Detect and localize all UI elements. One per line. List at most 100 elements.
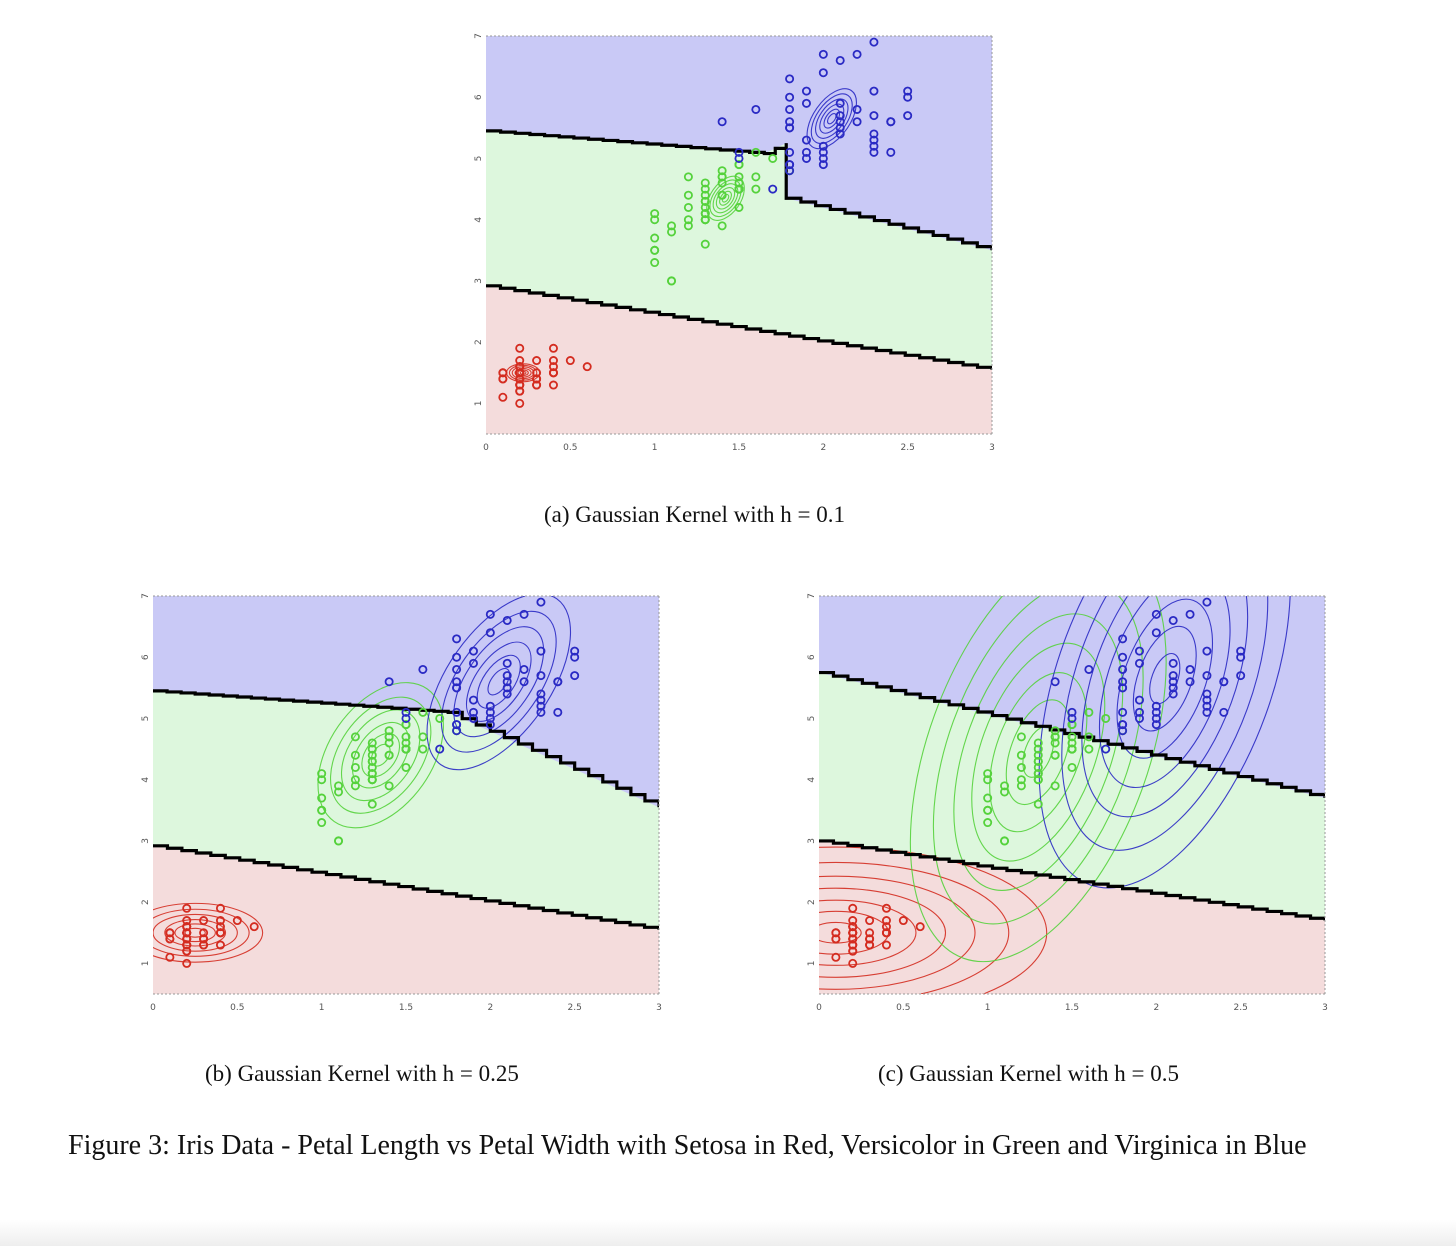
point-setosa-28 — [215, 928, 225, 938]
contour-setosa-5 — [819, 861, 1010, 994]
y-tick-label-3: 4 — [807, 777, 817, 783]
contour-versicolor-4 — [953, 613, 1124, 891]
point-virginica-15 — [1202, 695, 1212, 705]
point-setosa-22 — [232, 916, 242, 926]
point-virginica-5 — [1168, 615, 1178, 625]
point-versicolor-13 — [1050, 732, 1060, 742]
contour-setosa-4 — [153, 908, 250, 957]
point-versicolor-4 — [1067, 738, 1077, 748]
contour-setosa-2 — [819, 899, 917, 966]
point-virginica-1 — [801, 147, 811, 157]
point-virginica-12 — [835, 123, 845, 133]
point-setosa-23 — [182, 903, 192, 913]
point-versicolor-8 — [700, 178, 710, 188]
point-versicolor-33 — [1084, 707, 1094, 717]
contour-versicolor-1 — [1005, 699, 1071, 806]
point-virginica-45 — [485, 701, 495, 711]
point-versicolor-31 — [983, 793, 993, 803]
point-versicolor-35 — [1084, 744, 1094, 754]
point-virginica-42 — [903, 111, 913, 121]
point-versicolor-27 — [435, 713, 445, 723]
point-setosa-25 — [881, 922, 891, 932]
point-virginica-24 — [502, 671, 512, 681]
point-setosa-39 — [532, 374, 542, 384]
contour-versicolor-6 — [909, 596, 1167, 963]
point-setosa-15 — [881, 940, 891, 950]
y-tick-label-0: 1 — [474, 401, 484, 407]
point-versicolor-48 — [367, 769, 377, 779]
y-tick-label-6: 7 — [474, 33, 484, 39]
point-versicolor-9 — [717, 221, 727, 231]
point-virginica-17 — [519, 609, 529, 619]
point-setosa-38 — [881, 903, 891, 913]
point-virginica-9 — [570, 646, 580, 656]
point-virginica-12 — [502, 683, 512, 693]
point-setosa-36 — [532, 380, 542, 390]
contour-virginica-3 — [453, 626, 545, 738]
plot-b-gaussian-h-0-25: 0 0.5 1 1.5 2 2.5 3 1 2 3 4 5 6 7 — [137, 590, 667, 1020]
point-virginica-14 — [553, 707, 563, 717]
boundary-setosa-versicolor — [486, 284, 992, 370]
y-tick-label-2: 3 — [807, 838, 817, 844]
point-virginica-14 — [886, 147, 896, 157]
point-virginica-38 — [502, 689, 512, 699]
y-tick-label-3: 4 — [474, 217, 484, 223]
point-setosa-23 — [848, 903, 858, 913]
contour-virginica-4 — [440, 610, 557, 753]
x-tick-label-2: 1 — [985, 1003, 991, 1013]
point-versicolor-11 — [734, 202, 744, 212]
point-versicolor-6 — [751, 172, 761, 182]
point-versicolor-7 — [650, 258, 660, 268]
point-versicolor-22 — [1067, 720, 1077, 730]
contour-versicolor-1 — [361, 732, 401, 778]
point-virginica-7 — [785, 74, 795, 84]
point-setosa-15 — [215, 940, 225, 950]
point-versicolor-29 — [317, 805, 327, 815]
point-virginica-10 — [1151, 707, 1161, 717]
point-virginica-45 — [1151, 701, 1161, 711]
point-setosa-28 — [548, 368, 558, 378]
contour-versicolor-2 — [989, 671, 1088, 833]
point-setosa-38 — [215, 903, 225, 913]
point-versicolor-41 — [717, 178, 727, 188]
y-tick-label-5: 6 — [141, 654, 151, 660]
y-tick-label-4: 5 — [141, 716, 151, 722]
point-virginica-41 — [468, 658, 478, 668]
point-setosa-27 — [848, 934, 858, 944]
point-versicolor-5 — [367, 744, 377, 754]
point-versicolor-26 — [384, 726, 394, 736]
plot-b-svg: 0 0.5 1 1.5 2 2.5 3 1 2 3 4 5 6 7 — [141, 593, 662, 1013]
point-virginica-4 — [519, 664, 529, 674]
point-virginica-3 — [452, 677, 462, 687]
point-setosa-25 — [215, 922, 225, 932]
contour-versicolor-5 — [706, 175, 745, 221]
point-virginica-27 — [1118, 720, 1128, 730]
point-setosa-37 — [915, 922, 925, 932]
point-setosa-22 — [565, 356, 575, 366]
point-versicolor-23 — [1016, 732, 1026, 742]
point-setosa-28 — [881, 928, 891, 938]
point-versicolor-32 — [350, 781, 360, 791]
plot-a-svg: 0 0.5 1 1.5 2 2.5 3 1 2 3 4 5 6 7 — [474, 33, 995, 453]
point-versicolor-36 — [1067, 732, 1077, 742]
point-virginica-25 — [1118, 652, 1128, 662]
point-virginica-21 — [1151, 720, 1161, 730]
point-virginica-37 — [1118, 683, 1128, 693]
point-versicolor-12 — [650, 215, 660, 225]
point-setosa-32 — [831, 934, 841, 944]
x-tick-label-3: 1.5 — [732, 443, 746, 453]
point-virginica-47 — [452, 707, 462, 717]
point-versicolor-14 — [1033, 799, 1043, 809]
point-setosa-4 — [215, 916, 225, 926]
point-virginica-21 — [485, 720, 495, 730]
point-virginica-33 — [1067, 707, 1077, 717]
point-versicolor-34 — [401, 744, 411, 754]
point-versicolor-7 — [317, 818, 327, 828]
point-virginica-44 — [1134, 713, 1144, 723]
point-setosa-18 — [865, 928, 875, 938]
point-versicolor-30 — [334, 787, 344, 797]
point-virginica-47 — [1118, 707, 1128, 717]
point-versicolor-44 — [367, 762, 377, 772]
point-virginica-4 — [1185, 664, 1195, 674]
point-versicolor-5 — [1033, 744, 1043, 754]
